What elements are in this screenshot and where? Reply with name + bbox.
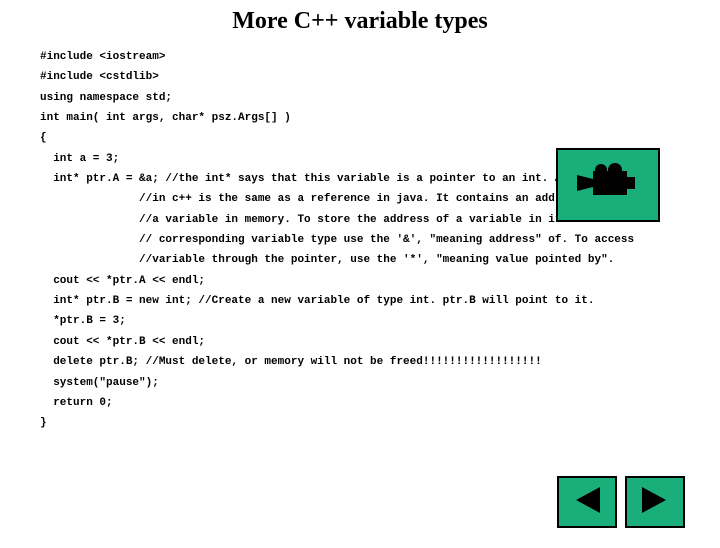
video-camera-widget[interactable] xyxy=(556,148,660,222)
code-line: //variable through the pointer, use the … xyxy=(40,250,710,270)
code-line: cout << *ptr.B << endl; xyxy=(40,332,710,352)
code-line: #include <iostream> xyxy=(40,47,710,67)
code-line: { xyxy=(40,128,710,148)
code-line: int* ptr.B = new int; //Create a new var… xyxy=(40,291,710,311)
code-line: *ptr.B = 3; xyxy=(40,311,710,331)
next-button[interactable] xyxy=(625,476,685,528)
code-block: #include <iostream> #include <cstdlib> u… xyxy=(0,47,720,434)
camera-icon xyxy=(573,163,643,208)
prev-arrow-icon xyxy=(570,483,604,522)
code-line: // corresponding variable type use the '… xyxy=(40,230,710,250)
code-line: system("pause"); xyxy=(40,373,710,393)
next-arrow-icon xyxy=(638,483,672,522)
nav-arrows xyxy=(557,476,685,528)
page-title: More C++ variable types xyxy=(0,8,720,35)
code-line: using namespace std; xyxy=(40,88,710,108)
prev-button[interactable] xyxy=(557,476,617,528)
code-line: } xyxy=(40,413,710,433)
code-line: cout << *ptr.A << endl; xyxy=(40,271,710,291)
code-line: return 0; xyxy=(40,393,710,413)
code-line: int main( int args, char* psz.Args[] ) xyxy=(40,108,710,128)
code-line: #include <cstdlib> xyxy=(40,67,710,87)
code-line: delete ptr.B; //Must delete, or memory w… xyxy=(40,352,710,372)
